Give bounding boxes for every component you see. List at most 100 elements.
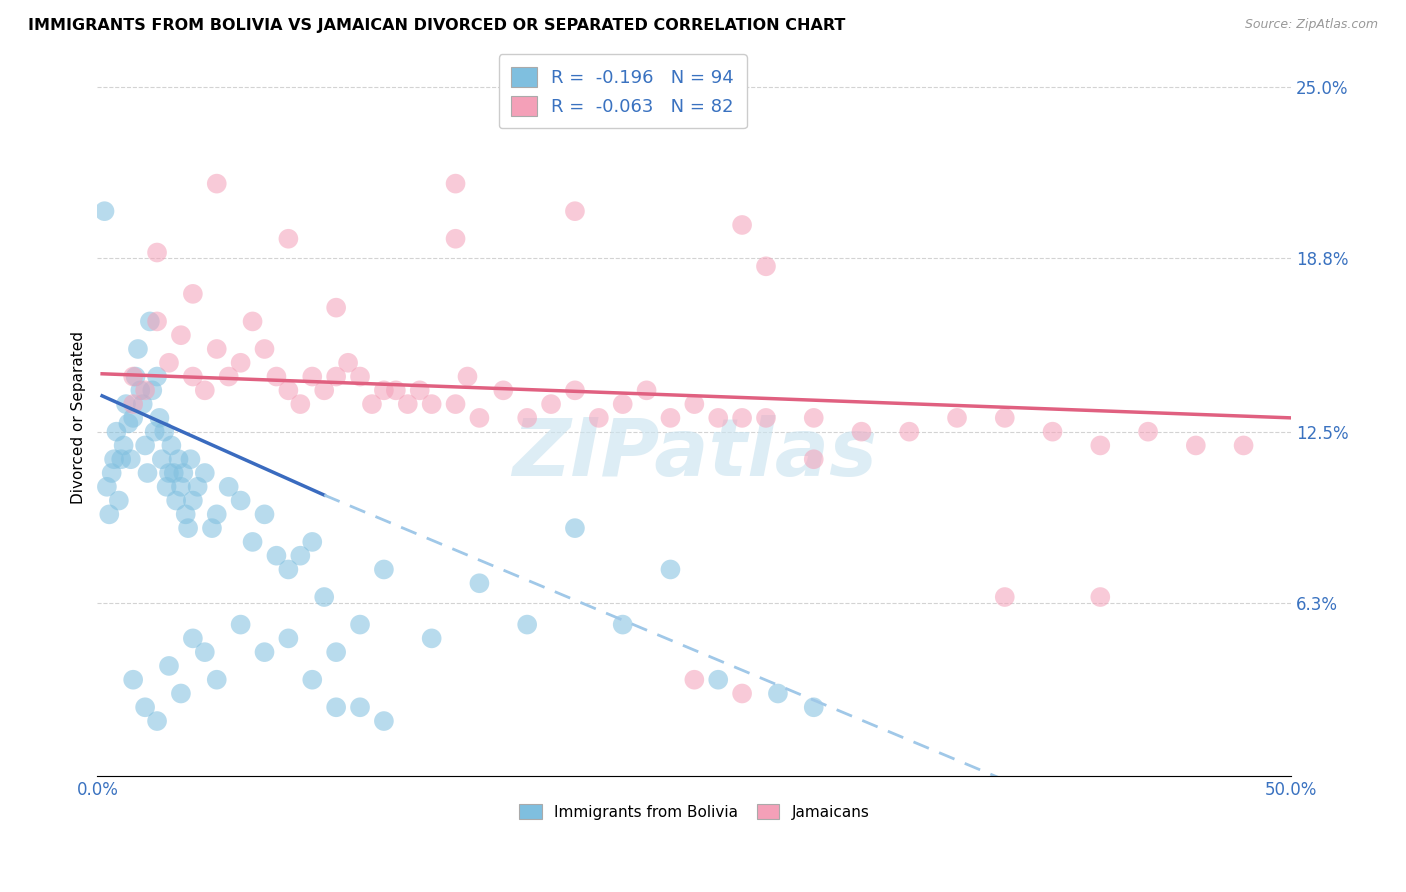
- Point: [96, 480, 118, 494]
- Point: [143, 425, 166, 439]
- Y-axis label: Divorced or Separated: Divorced or Separated: [72, 332, 86, 504]
- Point: [755, 410, 778, 425]
- Point: [253, 508, 276, 522]
- Point: [731, 410, 754, 425]
- Point: [301, 369, 323, 384]
- Point: [707, 673, 730, 687]
- Point: [994, 410, 1017, 425]
- Point: [157, 659, 180, 673]
- Point: [122, 369, 145, 384]
- Point: [148, 410, 170, 425]
- Point: [1232, 438, 1254, 452]
- Point: [132, 397, 155, 411]
- Point: [134, 384, 156, 398]
- Point: [755, 260, 778, 274]
- Point: [373, 714, 395, 728]
- Point: [93, 204, 115, 219]
- Point: [636, 384, 658, 398]
- Point: [444, 397, 467, 411]
- Point: [612, 397, 634, 411]
- Point: [301, 673, 323, 687]
- Point: [301, 535, 323, 549]
- Point: [994, 590, 1017, 604]
- Point: [177, 521, 200, 535]
- Point: [205, 508, 228, 522]
- Point: [851, 425, 873, 439]
- Point: [468, 410, 491, 425]
- Point: [659, 410, 682, 425]
- Point: [112, 438, 135, 452]
- Point: [170, 686, 193, 700]
- Point: [124, 369, 146, 384]
- Point: [898, 425, 921, 439]
- Point: [314, 590, 336, 604]
- Point: [420, 632, 443, 646]
- Point: [385, 384, 408, 398]
- Point: [564, 521, 586, 535]
- Point: [253, 645, 276, 659]
- Point: [122, 673, 145, 687]
- Point: [946, 410, 969, 425]
- Point: [110, 452, 132, 467]
- Point: [1090, 438, 1112, 452]
- Point: [277, 562, 299, 576]
- Point: [266, 549, 288, 563]
- Point: [612, 617, 634, 632]
- Point: [588, 410, 610, 425]
- Point: [179, 452, 201, 467]
- Point: [229, 493, 252, 508]
- Point: [134, 438, 156, 452]
- Point: [731, 686, 754, 700]
- Point: [361, 397, 384, 411]
- Point: [146, 314, 169, 328]
- Point: [349, 617, 371, 632]
- Point: [150, 452, 173, 467]
- Point: [325, 645, 347, 659]
- Point: [420, 397, 443, 411]
- Point: [194, 645, 217, 659]
- Point: [218, 480, 240, 494]
- Point: [181, 493, 204, 508]
- Point: [205, 673, 228, 687]
- Point: [163, 466, 186, 480]
- Point: [349, 369, 371, 384]
- Point: [201, 521, 224, 535]
- Point: [157, 356, 180, 370]
- Point: [205, 342, 228, 356]
- Point: [659, 562, 682, 576]
- Point: [103, 452, 125, 467]
- Point: [153, 425, 176, 439]
- Point: [325, 700, 347, 714]
- Point: [1185, 438, 1208, 452]
- Point: [181, 369, 204, 384]
- Text: Source: ZipAtlas.com: Source: ZipAtlas.com: [1244, 18, 1378, 31]
- Point: [540, 397, 562, 411]
- Point: [373, 562, 395, 576]
- Point: [139, 314, 162, 328]
- Point: [155, 480, 177, 494]
- Point: [181, 632, 204, 646]
- Point: [683, 673, 706, 687]
- Point: [100, 466, 122, 480]
- Point: [683, 397, 706, 411]
- Point: [731, 218, 754, 232]
- Point: [290, 397, 312, 411]
- Point: [167, 452, 190, 467]
- Point: [516, 617, 538, 632]
- Point: [277, 632, 299, 646]
- Point: [172, 466, 194, 480]
- Point: [108, 493, 131, 508]
- Point: [277, 384, 299, 398]
- Text: ZIPatlas: ZIPatlas: [512, 415, 877, 492]
- Point: [396, 397, 419, 411]
- Point: [120, 452, 142, 467]
- Point: [325, 369, 347, 384]
- Point: [205, 177, 228, 191]
- Point: [136, 466, 159, 480]
- Point: [516, 410, 538, 425]
- Point: [229, 617, 252, 632]
- Point: [314, 384, 336, 398]
- Point: [117, 417, 139, 431]
- Point: [349, 700, 371, 714]
- Point: [174, 508, 197, 522]
